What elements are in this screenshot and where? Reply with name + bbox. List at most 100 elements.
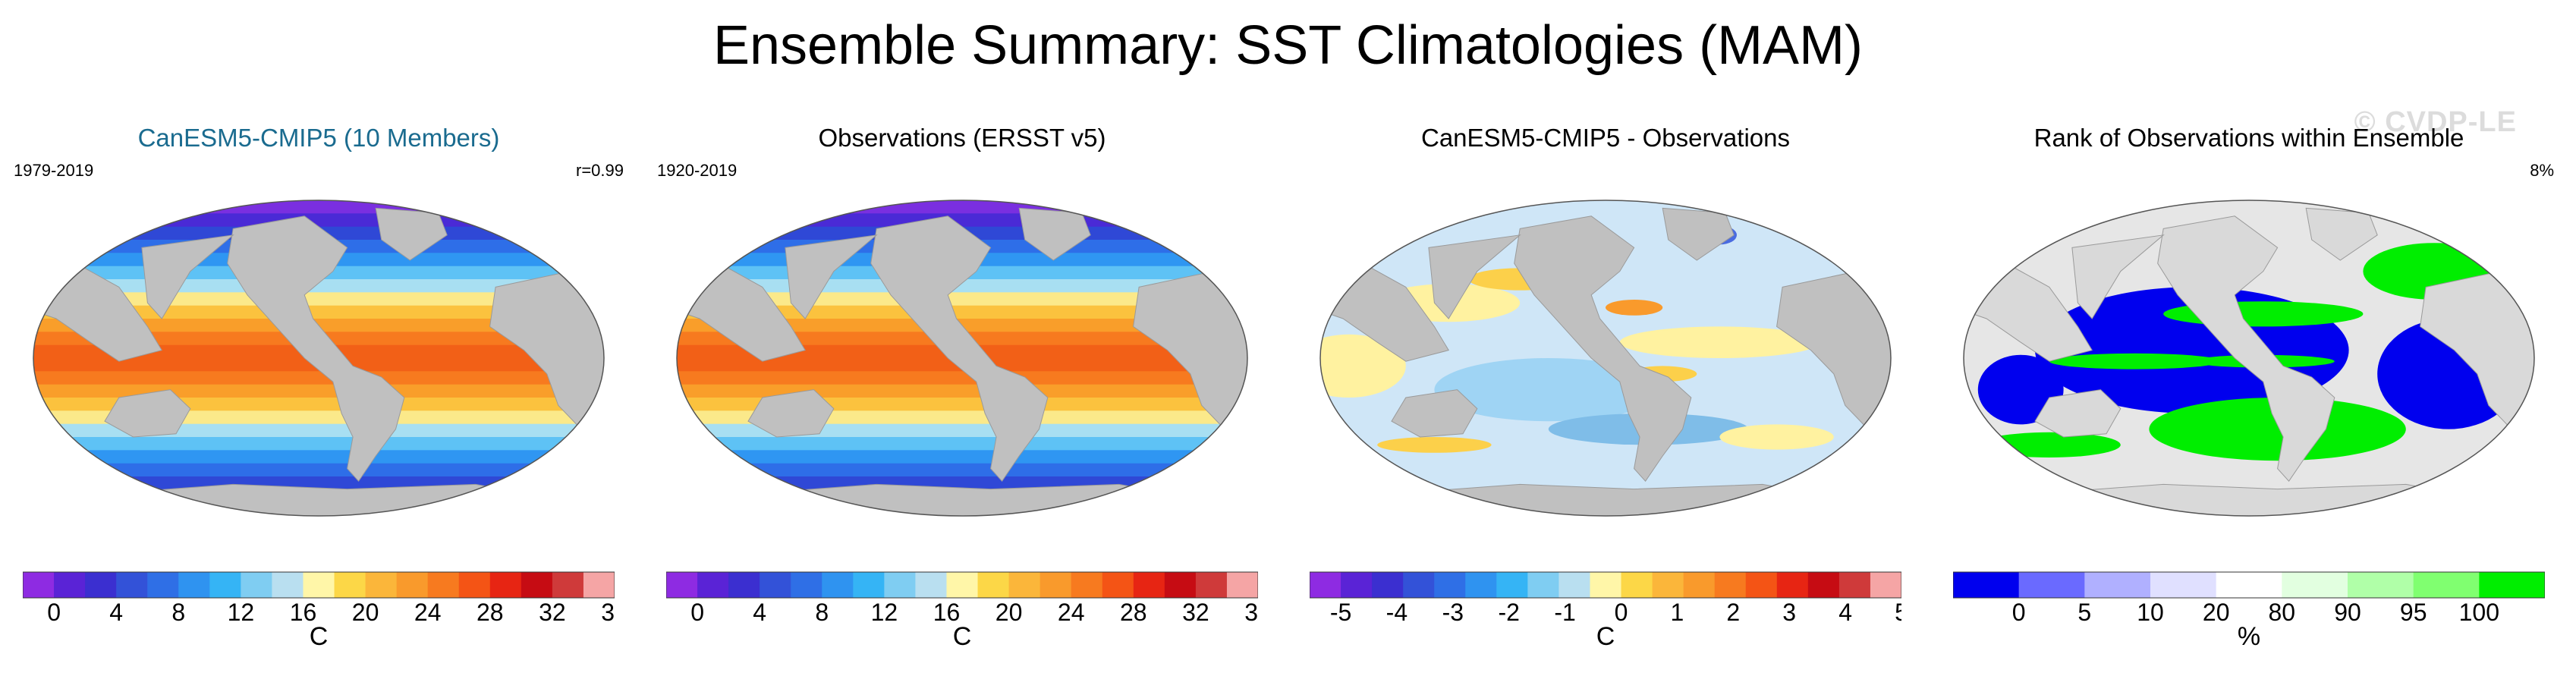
colorbar-tick-label: -5 [1330,599,1351,622]
land-asia [785,234,878,319]
rank-region [1977,354,2064,425]
colorbar-swatch [1745,572,1778,598]
colorbar-swatch [666,572,698,598]
colorbar-swatch [178,572,210,598]
colorbar-tick-label: -4 [1386,599,1408,622]
land-australia [1391,389,1478,438]
rank-region [2149,398,2406,461]
colorbar-swatch [728,572,760,598]
colorbar-swatch [1807,572,1840,598]
period-label: 1920-2019 [657,161,738,180]
panel-obs-sst: Observations (ERSST v5) 1920-2019 0 4 8 12 1… [643,114,1281,675]
colorbar-swatch [2216,572,2282,598]
colorbar-tick-label: 16 [933,599,961,622]
colorbar-tick-label: 20 [995,599,1023,622]
colorbar-tick-label: -3 [1442,599,1464,622]
diff-anomaly-region [1719,424,1834,450]
map-outline [33,200,605,517]
colorbar-tick-label: 32 [1182,599,1209,622]
colorbar-swatch [1195,572,1228,598]
land-antarctica [1391,483,1835,516]
sst-band [33,292,604,307]
colorbar-swatch [2282,572,2348,598]
colorbar-tick-label: 1 [1671,599,1684,622]
colorbar-swatch [303,572,335,598]
colorbar-tick-label: 16 [290,599,317,622]
colorbar-swatch [427,572,460,598]
colorbar-swatch [977,572,1010,598]
period-label: 1979-2019 [14,161,94,180]
sst-band [677,213,1247,228]
colorbar-unit-label: C [1596,622,1615,651]
colorbar-tick-label: 0 [2012,599,2026,622]
colorbar-swatch [1527,572,1559,598]
map-plot [676,200,1248,517]
colorbar-tick-label: 8 [171,599,185,622]
colorbar-tick-label: 5 [2077,599,2091,622]
colorbar-swatch [1226,572,1258,598]
land-asia [1428,234,1521,319]
colorbar-swatch [23,572,55,598]
colorbar-tick-label: 3 [1782,599,1796,622]
sst-band [33,463,604,477]
colorbar-unit-label: % [2237,622,2261,651]
diff-anomaly-region [1377,437,1492,453]
panel-rank: Rank of Observations within Ensemble 8% … [1930,114,2568,675]
land-antarctica [747,483,1192,516]
colorbar: 0 4 8 12 16 20 24 28 32 36 [23,571,615,622]
colorbar-tick-label: -1 [1554,599,1575,622]
colorbar-swatch [2348,572,2414,598]
colorbar-tick-label: 28 [1120,599,1147,622]
land-australia [104,389,191,438]
colorbar-swatch [552,572,584,598]
colorbar-swatch [915,572,947,598]
land-asia [141,234,234,319]
colorbar-tick-label: 4 [109,599,123,622]
pattern-correlation-label: r=0.99 [576,161,624,180]
land-americas [870,215,1049,483]
diff-anomaly-region [1434,358,1663,422]
sst-band [677,437,1247,451]
colorbar-swatch [697,572,729,598]
map-outline [676,200,1248,517]
colorbar-swatch [946,572,979,598]
land-americas [2157,215,2335,483]
colorbar-unit-label: C [309,622,329,651]
colorbar-swatch [1434,572,1466,598]
colorbar-tick-label: 80 [2269,599,2296,622]
colorbar-tick-label: 0 [690,599,704,622]
sst-band [33,371,604,385]
colorbar-swatch [1372,572,1404,598]
sst-band [33,423,604,438]
sst-band [33,384,604,398]
colorbar-tick-label: 24 [1058,599,1085,622]
colorbar-swatch [116,572,148,598]
colorbar-swatch [1071,572,1103,598]
panel-model-sst: CanESM5-CMIP5 (10 Members) 1979-2019 r=0… [0,114,637,675]
colorbar-swatch [1008,572,1041,598]
colorbar-tick-label: 100 [2459,599,2499,622]
colorbar-swatch [2084,572,2151,598]
colorbar-tick-label: 10 [2137,599,2164,622]
colorbar-tick-label: 90 [2334,599,2361,622]
colorbar-swatch [2479,572,2545,598]
sst-band [33,450,604,464]
colorbar-swatch [853,572,885,598]
sst-band [677,423,1247,438]
map-outline [1963,200,2535,517]
main-title: Ensemble Summary: SST Climatologies (MAM… [712,15,1864,76]
sst-band [677,463,1247,477]
colorbar-swatch [1714,572,1747,598]
colorbar-swatch [1465,572,1497,598]
panel-title: CanESM5-CMIP5 (10 Members) [137,124,500,152]
panel-title: Observations (ERSST v5) [818,124,1106,152]
map-plot [1963,200,2535,517]
colorbar-swatch [1683,572,1716,598]
colorbar-tick-label: 28 [477,599,504,622]
sst-band [33,213,604,228]
colorbar-swatch [1040,572,1072,598]
colorbar-swatch [1341,572,1373,598]
diff-anomaly-region [1320,334,1406,398]
sst-band [677,450,1247,464]
colorbar-tick-label: 12 [871,599,898,622]
